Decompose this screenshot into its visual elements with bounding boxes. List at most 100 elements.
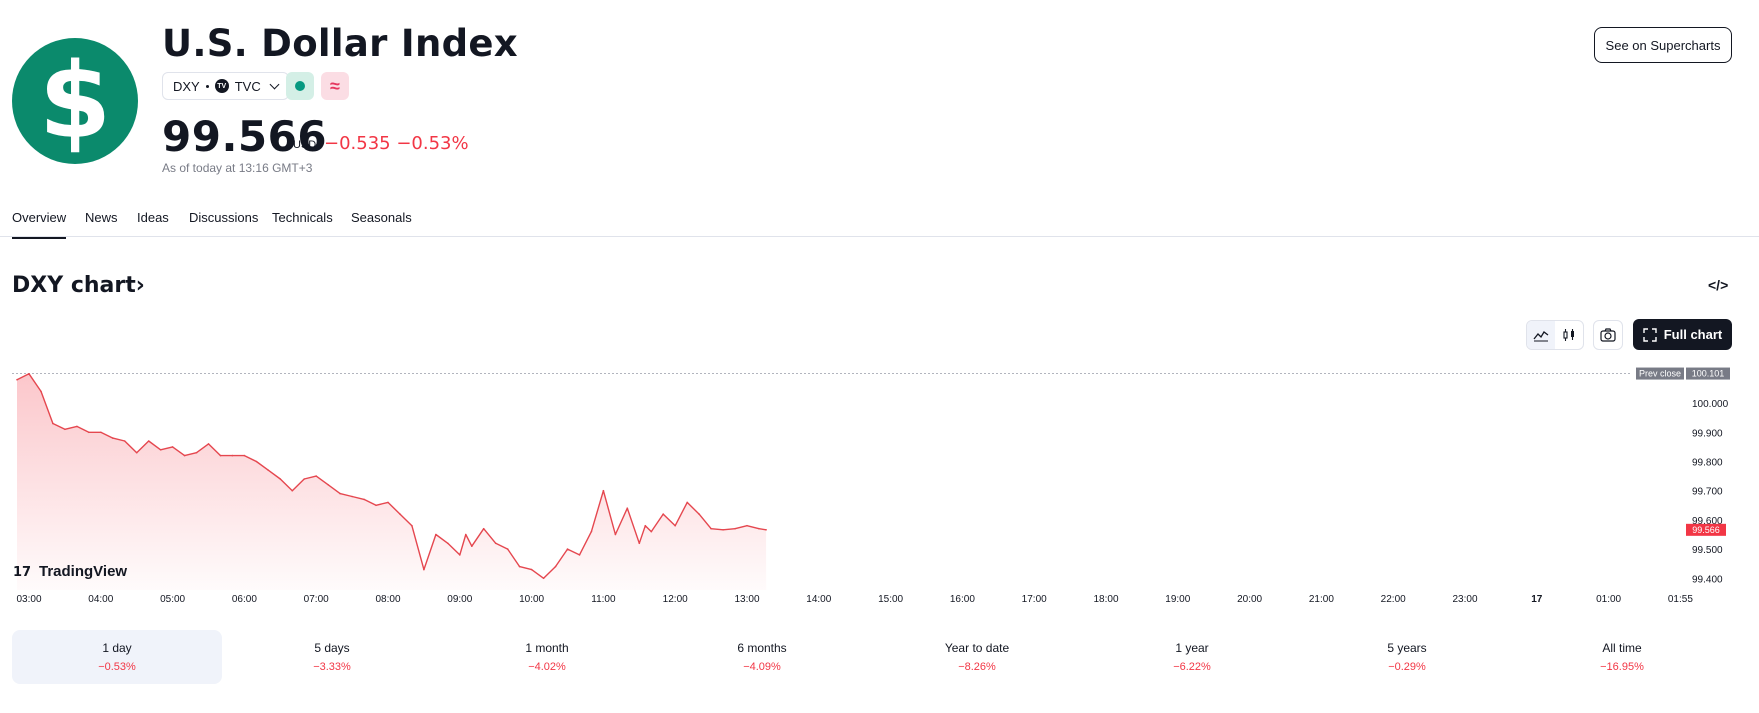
price-point bbox=[52, 422, 54, 425]
period-all-time-button[interactable]: All time −16.95% bbox=[1517, 630, 1727, 684]
fullscreen-icon bbox=[1643, 327, 1657, 342]
camera-icon bbox=[1600, 328, 1616, 342]
period-1-day-button[interactable]: 1 day −0.53% bbox=[12, 630, 222, 684]
ticker-label: DXY bbox=[173, 78, 200, 94]
full-chart-button[interactable]: Full chart bbox=[1633, 319, 1732, 350]
tab-ideas[interactable]: Ideas bbox=[137, 210, 169, 225]
period-label: 5 years bbox=[1387, 641, 1427, 655]
price-point bbox=[135, 451, 138, 454]
candlestick-icon bbox=[1563, 329, 1574, 341]
price-point bbox=[722, 529, 724, 531]
price-point bbox=[674, 524, 676, 527]
x-tick-label: 22:00 bbox=[1381, 594, 1406, 605]
price-chart[interactable]: 100.000 99.900 99.800 99.700 99.600 99.500 99.… bbox=[0, 360, 1759, 610]
price-point bbox=[530, 568, 533, 571]
chevron-down-icon bbox=[269, 79, 280, 89]
price-point bbox=[626, 507, 629, 509]
embed-code-icon[interactable]: </> bbox=[1708, 277, 1729, 293]
price-point bbox=[123, 440, 126, 442]
x-tick-label: 16:00 bbox=[950, 594, 975, 605]
x-tick-label: 03:00 bbox=[16, 594, 41, 605]
price-point bbox=[471, 545, 473, 547]
tab-seasonals[interactable]: Seasonals bbox=[351, 210, 412, 225]
period-label: Year to date bbox=[944, 641, 1010, 655]
x-tick-label: 17:00 bbox=[1022, 594, 1047, 605]
snapshot-button[interactable] bbox=[1593, 320, 1623, 350]
x-tick-label: 06:00 bbox=[232, 594, 257, 605]
price-point bbox=[765, 529, 767, 531]
tab-discussions[interactable]: Discussions bbox=[189, 210, 259, 225]
period-label: All time bbox=[1602, 641, 1642, 655]
price-point bbox=[255, 460, 258, 463]
price-point bbox=[303, 478, 306, 480]
price-point bbox=[423, 568, 425, 571]
prev-close-label-text: Prev close bbox=[1639, 369, 1681, 379]
price-point bbox=[506, 548, 509, 550]
period-1-month-button[interactable]: 1 month −4.02% bbox=[442, 630, 652, 684]
tab-technicals[interactable]: Technicals bbox=[272, 210, 333, 225]
period-label: 6 months bbox=[737, 641, 787, 655]
x-tick-label: 23:00 bbox=[1452, 594, 1477, 605]
x-tick-label: 18:00 bbox=[1093, 594, 1118, 605]
period-change: −4.09% bbox=[743, 661, 781, 673]
wave-icon: ≈ bbox=[330, 75, 340, 96]
price-point bbox=[686, 501, 688, 504]
price-point bbox=[195, 451, 198, 454]
price-point bbox=[351, 495, 353, 498]
period-5-days-button[interactable]: 5 days −3.33% bbox=[227, 630, 437, 684]
price-point bbox=[662, 513, 664, 515]
last-price: 99.566 bbox=[162, 112, 328, 161]
last-price-label: 99.566 bbox=[1686, 523, 1726, 536]
price-point bbox=[734, 527, 736, 530]
y-tick-label: 99.900 bbox=[1692, 428, 1723, 439]
price-point bbox=[363, 498, 365, 501]
y-tick-label: 99.500 bbox=[1692, 545, 1723, 556]
x-tick-label: 13:00 bbox=[734, 594, 759, 605]
price-point bbox=[159, 449, 162, 451]
see-on-supercharts-button[interactable]: See on Supercharts bbox=[1594, 27, 1732, 63]
price-point bbox=[100, 431, 102, 434]
price-point bbox=[482, 527, 485, 530]
x-tick-label: 10:00 bbox=[519, 594, 544, 605]
tradingview-watermark[interactable]: 17 TradingView bbox=[13, 563, 127, 580]
period-label: 1 year bbox=[1175, 641, 1209, 655]
period-5-years-button[interactable]: 5 years −0.29% bbox=[1302, 630, 1512, 684]
price-point bbox=[16, 378, 18, 381]
price-point bbox=[435, 533, 437, 536]
price-point bbox=[578, 554, 581, 556]
price-point bbox=[614, 533, 617, 536]
area-chart-button[interactable] bbox=[1527, 321, 1555, 349]
period-change: −0.53% bbox=[98, 661, 136, 673]
price-point bbox=[411, 524, 413, 527]
price-point bbox=[465, 533, 467, 536]
x-tick-label: 15:00 bbox=[878, 594, 903, 605]
price-point bbox=[459, 554, 461, 556]
chart-section-title[interactable]: DXY chart› bbox=[12, 273, 145, 298]
market-open-badge[interactable] bbox=[286, 72, 314, 100]
tab-overview[interactable]: Overview bbox=[12, 210, 67, 239]
tab-news[interactable]: News bbox=[85, 210, 118, 225]
price-point bbox=[171, 446, 174, 448]
x-tick-label: 17 bbox=[1531, 594, 1543, 605]
price-change: −0.535 −0.53% bbox=[324, 133, 469, 154]
tradingview-watermark-text: TradingView bbox=[39, 563, 127, 580]
period-selector: 1 day −0.53% 5 days −3.33% 1 month −4.02% 6 mo… bbox=[12, 630, 1732, 684]
x-tick-label: 04:00 bbox=[88, 594, 113, 605]
y-tick-label: 99.700 bbox=[1692, 487, 1723, 498]
x-tick-label: 11:00 bbox=[591, 594, 616, 605]
x-tick-label: 07:00 bbox=[304, 594, 329, 605]
symbol-selector[interactable]: DXY TV TVC bbox=[162, 72, 289, 100]
price-point bbox=[542, 577, 545, 580]
period-1-year-button[interactable]: 1 year −6.22% bbox=[1087, 630, 1297, 684]
candles-chart-button[interactable] bbox=[1555, 321, 1583, 349]
last-price-label-text: 99.566 bbox=[1692, 525, 1720, 535]
period-change: −3.33% bbox=[313, 661, 351, 673]
x-tick-label: 01:55 bbox=[1668, 594, 1693, 605]
price-point bbox=[315, 475, 318, 477]
delayed-data-badge[interactable]: ≈ bbox=[321, 72, 349, 100]
period-year-to-date-button[interactable]: Year to date −8.26% bbox=[872, 630, 1082, 684]
price-point bbox=[387, 501, 389, 504]
period-6-months-button[interactable]: 6 months −4.09% bbox=[657, 630, 867, 684]
price-point bbox=[746, 524, 748, 527]
price-point bbox=[279, 478, 282, 480]
